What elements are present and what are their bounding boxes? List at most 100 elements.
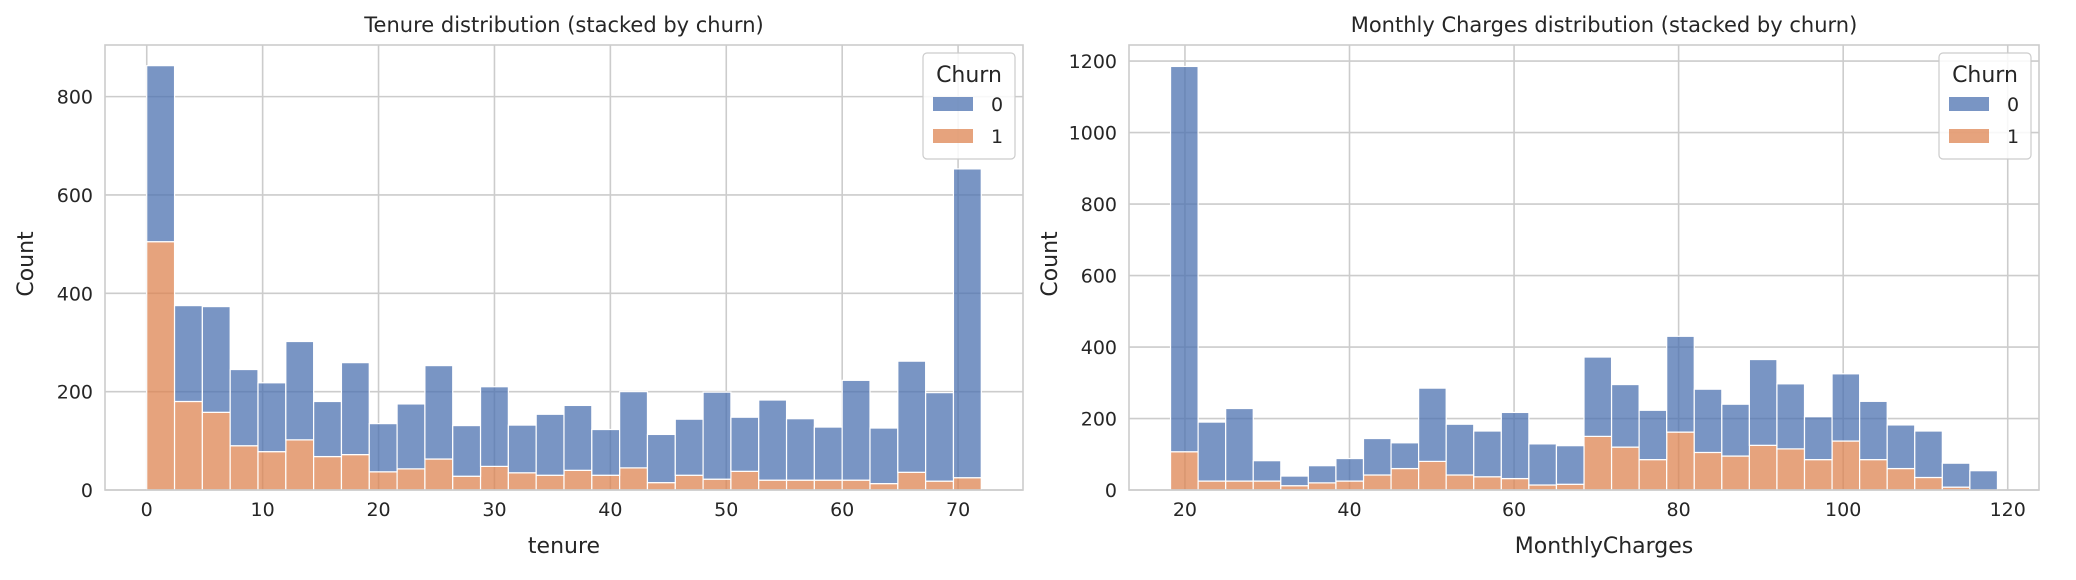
bar-churn-1 [340,453,370,491]
bar-churn-0 [285,340,315,441]
bar-churn-0 [1831,373,1861,442]
plot-frame [104,44,1024,491]
bar-churn-0 [1583,356,1613,437]
bar-churn-1 [1307,482,1337,491]
bar-churn-0 [535,413,565,476]
bar-churn-1 [1666,431,1695,491]
bar-churn-0 [146,65,176,243]
x-tick-label: 80 [1667,499,1691,521]
bar-churn-1 [452,475,482,491]
bar-churn-1 [702,478,732,491]
bar-churn-1 [229,445,259,491]
bar-churn-1 [1803,459,1833,491]
bar-churn-0 [1390,442,1420,470]
bar-churn-0 [869,427,899,485]
bar-churn-0 [1721,403,1750,457]
y-tick-label: 800 [57,87,93,109]
bar-churn-1 [813,479,843,491]
y-tick-label: 400 [57,283,93,305]
bar-churn-0 [1307,465,1337,484]
bar-churn-1 [925,480,955,491]
x-tick-label: 120 [1990,499,2026,521]
bar-churn-1 [1418,460,1447,491]
bar-churn-0 [1693,388,1723,454]
y-tick-label: 200 [57,382,93,404]
bar-churn-0 [1638,409,1668,461]
legend-title: Churn [1952,63,2018,88]
bar-churn-0 [257,382,287,453]
bar-churn-1 [952,477,982,491]
bar-churn-1 [591,474,621,491]
bar-churn-1 [1583,435,1613,491]
bar-churn-0 [619,391,649,469]
bar-churn-1 [1831,440,1861,491]
legend-swatch-churn-0 [933,97,973,111]
bar-churn-1 [758,479,788,491]
bar-churn-0 [1418,387,1447,463]
bar-churn-0 [1859,400,1888,461]
bar-churn-0 [952,168,982,479]
bar-churn-0 [1886,424,1916,470]
bar-churn-0 [452,424,482,477]
legend-label-churn-0: 0 [2007,94,2019,116]
x-axis-label: tenure [528,534,600,559]
bar-churn-0 [1280,475,1309,487]
bar-churn-0 [730,416,760,472]
bar-churn-0 [1610,383,1640,448]
bar-churn-1 [1776,448,1806,491]
bar-churn-1 [507,472,537,491]
bar-churn-0 [1335,457,1365,482]
bar-churn-0 [1803,416,1833,461]
bar-churn-0 [1555,445,1585,485]
y-tick-label: 1200 [1069,51,1117,73]
bar-churn-0 [313,400,343,458]
bar-churn-1 [1335,480,1365,491]
bar-churn-0 [173,305,203,403]
bar-churn-0 [785,418,815,481]
bar-churn-1 [674,474,704,491]
bar-churn-1 [1473,476,1502,491]
y-tick-label: 0 [81,480,93,502]
bar-churn-1 [1362,474,1392,491]
bar-churn-1 [897,471,927,491]
bar-churn-1 [563,469,593,491]
bar-churn-0 [1362,437,1392,476]
bar-churn-1 [535,474,565,491]
bar-churn-1 [619,467,649,491]
bar-churn-0 [1666,335,1695,433]
x-tick-label: 50 [714,499,738,521]
bar-churn-1 [1859,459,1888,491]
y-tick-label: 0 [1105,480,1117,502]
x-tick-label: 20 [1173,499,1197,521]
bar-churn-0 [1225,407,1254,482]
bar-churn-0 [1969,470,1999,491]
bar-churn-0 [758,399,788,481]
bar-churn-1 [646,482,676,491]
bar-churn-0 [925,392,955,482]
bar-churn-1 [368,471,398,491]
legend-swatch-churn-1 [933,129,973,143]
bar-churn-1 [1252,480,1282,491]
bar-churn-1 [201,411,231,491]
x-tick-label: 10 [251,499,275,521]
x-tick-label: 20 [366,499,390,521]
bar-churn-1 [1445,474,1475,491]
plot-frame [1128,44,2040,491]
monthly-charges-histogram-chart: Monthly Charges distribution (stacked by… [1038,13,2040,559]
bar-churn-1 [1500,477,1530,491]
legend-swatch-churn-0 [1949,97,1989,111]
bar-churn-0 [1445,423,1475,476]
x-tick-label: 60 [1502,499,1526,521]
bar-churn-1 [785,479,815,491]
bar-churn-1 [285,439,315,491]
bar-churn-1 [1886,467,1916,491]
x-tick-label: 40 [598,499,622,521]
y-tick-label: 1000 [1069,123,1117,145]
y-axis-label: Count [14,231,39,297]
bar-churn-0 [674,418,704,476]
bar-churn-1 [173,400,203,491]
x-axis-label: MonthlyCharges [1515,534,1694,559]
legend: Churn 0 1 [922,52,1016,160]
bar-churn-0 [1500,411,1530,480]
